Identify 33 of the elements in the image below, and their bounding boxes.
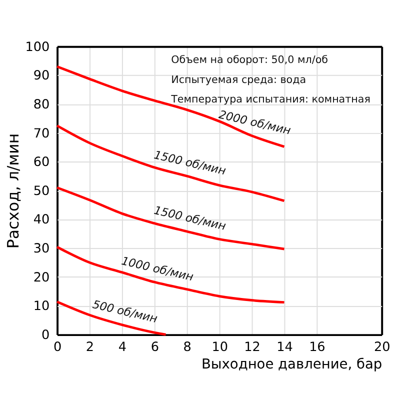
y-tick-label: 20 [33, 270, 50, 286]
text: 1000 об/мин [120, 254, 195, 284]
x-axis-title: Выходное давление, бар [201, 356, 382, 372]
line-series [56, 300, 168, 336]
x-tick-label: 16 [309, 340, 326, 355]
annotation: Испытуемая среда: вода [171, 74, 306, 86]
x-tick-label: 10 [212, 340, 228, 355]
y-tick-label: 10 [33, 299, 50, 314]
text: 1500 об/мин [152, 148, 228, 178]
y-axis-title: Расход, л/мин [3, 133, 22, 249]
y-tick-label: 40 [33, 212, 50, 228]
text: 500 об/мин [91, 298, 159, 326]
annotation: Объем на оборот: 50,0 мл/об [171, 54, 328, 66]
y-tick-label: 60 [33, 155, 50, 170]
y-tick-label: 0 [42, 328, 50, 343]
x-tick-label: 4 [118, 340, 127, 355]
y-tick-label: 90 [33, 68, 50, 84]
x-tick-label: 14 [276, 340, 293, 355]
x-tick-label: 0 [53, 340, 62, 355]
annotation: Температура испытания: комнатная [170, 93, 370, 106]
x-tick-label: 2 [86, 340, 94, 355]
y-tick-label: 80 [33, 97, 50, 112]
y-tick-label: 70 [33, 126, 50, 142]
text: 2000 об/мин [218, 108, 292, 138]
y-tick-label: 100 [25, 40, 50, 55]
y-tick-label: 50 [33, 184, 50, 199]
y-tick-label: 30 [33, 242, 50, 257]
x-tick-label: 6 [150, 340, 159, 355]
line-series [56, 186, 286, 250]
x-tick-label: 8 [183, 340, 192, 355]
text: 1500 об/мин [152, 204, 228, 233]
x-tick-label: 20 [374, 340, 390, 355]
x-tick-label: 12 [244, 340, 260, 355]
